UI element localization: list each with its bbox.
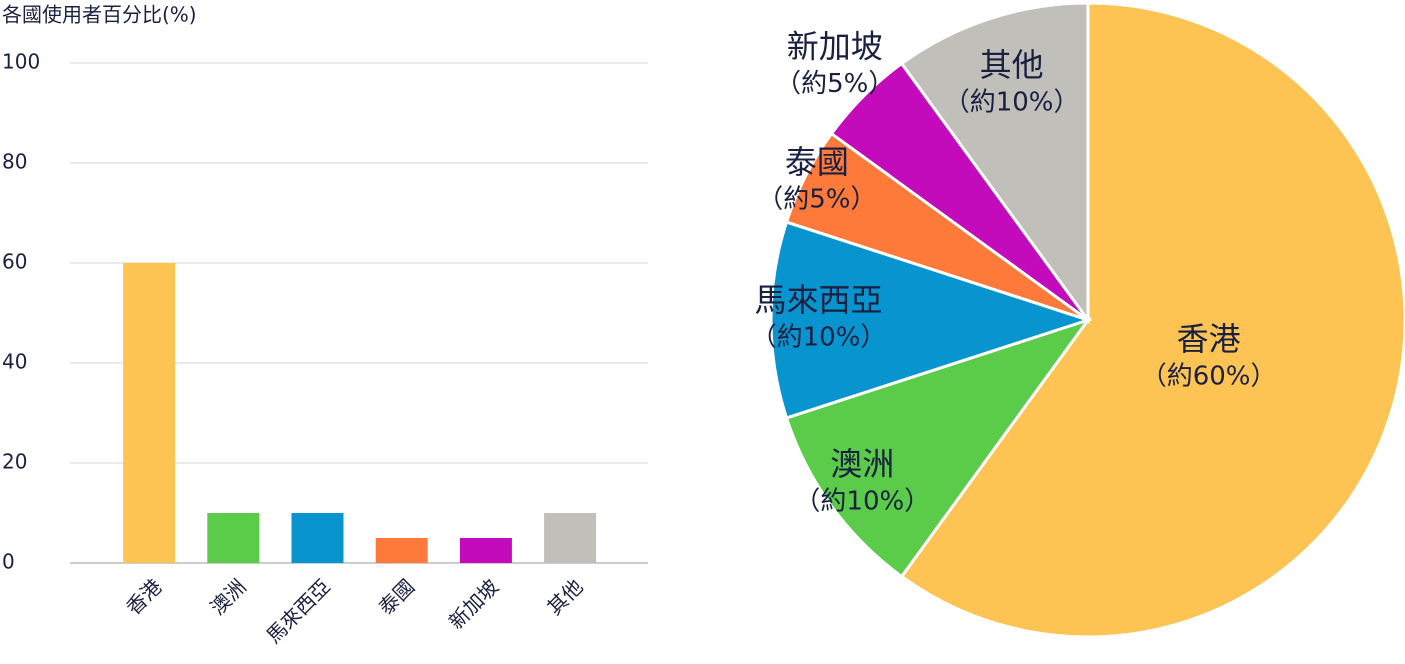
bar — [291, 513, 344, 563]
slice-value-label: （約10%） — [794, 486, 930, 516]
x-tick-label: 馬來西亞 — [261, 574, 335, 648]
x-tick-label: 其他 — [542, 574, 587, 619]
x-tick-label: 香港 — [121, 574, 166, 619]
bar — [459, 538, 512, 563]
slice-label: 香港 — [1177, 320, 1241, 358]
x-tick-label: 新加坡 — [444, 574, 503, 633]
slice-label: 其他 — [980, 46, 1044, 84]
slice-value-label: （約60%） — [1141, 362, 1277, 392]
bar — [207, 513, 260, 563]
slice-label: 新加坡 — [787, 28, 883, 66]
slice-value-label: （約5%） — [775, 69, 894, 99]
y-tick-label: 40 — [2, 350, 27, 374]
slice-label: 澳洲 — [830, 445, 894, 483]
y-axis-label: 各國使用者百分比(%) — [2, 3, 197, 27]
y-tick-label: 80 — [2, 150, 27, 174]
pie-slice — [769, 220, 1093, 420]
bar — [375, 538, 428, 563]
slice-label: 泰國 — [785, 143, 849, 181]
pie-slice — [899, 1, 1090, 325]
slice-value-label: （約10%） — [751, 323, 887, 353]
pie-slice — [784, 317, 1092, 579]
y-tick-label: 60 — [2, 250, 27, 274]
bar — [123, 263, 176, 563]
x-tick-label: 澳洲 — [205, 574, 250, 619]
x-tick-label: 泰國 — [374, 574, 419, 619]
slice-label: 馬來西亞 — [755, 281, 883, 319]
y-tick-label: 0 — [2, 550, 15, 574]
y-tick-label: 100 — [2, 50, 40, 74]
y-tick-label: 20 — [2, 450, 27, 474]
slice-value-label: （約10%） — [944, 87, 1080, 117]
pie-slice — [899, 1, 1405, 639]
bar — [544, 513, 597, 563]
slice-value-label: （約5%） — [757, 184, 876, 214]
